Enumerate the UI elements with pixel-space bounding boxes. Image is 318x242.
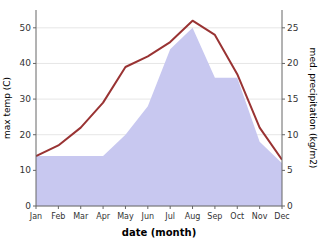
x-tick-label: Oct	[230, 212, 244, 221]
y-tick	[33, 170, 36, 171]
y2-tick	[282, 134, 285, 135]
x-tick	[192, 206, 193, 209]
y2-tick-label: 25	[287, 23, 298, 33]
y-tick-label: 50	[20, 23, 32, 33]
y2-tick-label: 10	[287, 130, 299, 140]
temperature-line	[36, 21, 282, 160]
grid	[36, 28, 282, 206]
x-tick-label: Jul	[164, 212, 175, 221]
y2-tick-label: 5	[287, 165, 293, 175]
y-tick-label: 30	[20, 94, 32, 104]
y2-tick	[282, 170, 285, 171]
x-tick	[147, 206, 148, 209]
y-tick-label: 10	[20, 165, 32, 175]
y2-tick-label: 0	[287, 201, 293, 211]
precipitation-area	[36, 28, 282, 206]
y-axis-line	[36, 10, 37, 206]
x-tick-label: Jun	[141, 212, 155, 221]
x-tick	[103, 206, 104, 209]
y2-tick	[282, 27, 285, 28]
y2-tick-label: 15	[287, 94, 298, 104]
y2-tick	[282, 63, 285, 64]
x-tick	[36, 206, 37, 209]
x-axis-label: date (month)	[122, 227, 196, 238]
x-tick	[58, 206, 59, 209]
y-tick-label: 0	[25, 201, 31, 211]
x-tick	[214, 206, 215, 209]
y-tick-label: 40	[20, 58, 32, 68]
x-tick-label: Mar	[73, 212, 89, 221]
grid-line	[36, 206, 282, 207]
y-tick	[33, 134, 36, 135]
y-axis-label: max temp (C)	[2, 77, 12, 139]
y2-axis-line	[282, 10, 283, 206]
chart: 0 10 20 30 40 50 0 5 10 15 20 25 Jan Feb Mar Apr May Jun J…	[0, 0, 318, 242]
y-tick	[33, 63, 36, 64]
x-tick-label: Aug	[185, 212, 201, 221]
x-tick-label: Jan	[29, 212, 42, 221]
y2-axis-label: med. precipitation (kg/m2)	[308, 48, 318, 169]
axes: 0 10 20 30 40 50 0 5 10 15 20 25 Jan Feb Mar Apr May Jun J…	[20, 10, 299, 221]
x-tick	[170, 206, 171, 209]
y2-tick-label: 20	[287, 58, 299, 68]
grid-line	[36, 27, 282, 28]
y-tick	[33, 99, 36, 100]
x-tick-label: Sep	[207, 212, 222, 221]
x-tick-label: May	[117, 212, 134, 221]
grid-line	[36, 63, 282, 64]
x-tick	[125, 206, 126, 209]
x-tick-label: Nov	[252, 212, 268, 221]
x-tick-label: Feb	[51, 212, 65, 221]
x-axis-line	[36, 206, 282, 207]
x-tick-label: Apr	[96, 212, 111, 221]
data	[36, 21, 282, 206]
y-tick-label: 20	[20, 130, 32, 140]
x-tick	[282, 206, 283, 209]
y-tick	[33, 27, 36, 28]
x-tick-label: Dec	[274, 212, 289, 221]
y2-tick	[282, 99, 285, 100]
x-tick	[259, 206, 260, 209]
x-tick	[80, 206, 81, 209]
x-tick	[237, 206, 238, 209]
